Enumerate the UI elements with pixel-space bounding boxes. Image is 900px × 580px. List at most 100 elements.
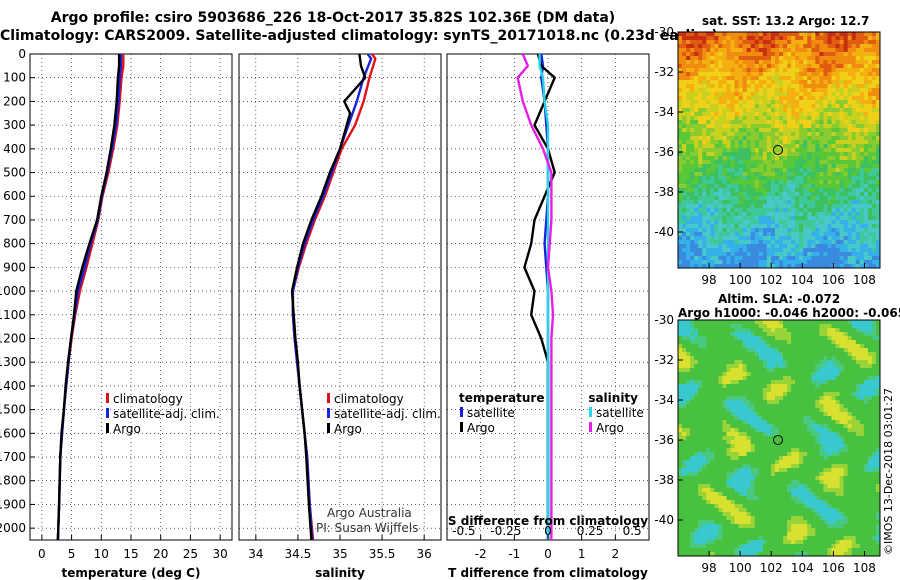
y-tick-label: 900 (3, 260, 26, 274)
legend-argo: Argo (113, 422, 141, 436)
salinity-panel: 34 34.5 35 35.5 36 salinity climatology sate… (238, 53, 442, 580)
map-x-tick-label: 108 (853, 273, 876, 287)
y-tick-label: 700 (3, 213, 26, 227)
top-tick-label: -0.25 (490, 524, 521, 538)
map-y-tick-label: -30 (654, 25, 674, 39)
top-tick-label: 0 (544, 524, 552, 538)
y-tick-label: 300 (3, 118, 26, 132)
legend-s-argo: Argo (596, 421, 624, 435)
sst-map: 98 100 102 104 106 108 -30 -32 -34 -36 -38 -40 (654, 25, 881, 287)
series-line-argo (290, 53, 367, 541)
y-tick-label: 1600 (0, 426, 26, 440)
salinity-xlabel: salinity (315, 566, 365, 580)
y-tick-label: 100 (3, 71, 26, 85)
x-tick-label: 35 (332, 547, 347, 561)
map-y-tick-label: -36 (654, 145, 674, 159)
y-tick-label: 1100 (0, 308, 26, 322)
x-tick-label: 10 (94, 547, 109, 561)
map-y-tick-label: -34 (654, 393, 674, 407)
x-tick-label: 36 (417, 547, 432, 561)
temperature-legend: climatology satellite-adj. clim. Argo (106, 392, 220, 436)
map-x-tick-label: 104 (791, 273, 814, 287)
top-tick-label: -0.5 (452, 524, 475, 538)
legend-s-satellite: satellite (596, 406, 644, 420)
difference-legend: temperature satellite Argo salinity sate… (459, 391, 644, 435)
map-x-tick-label: 104 (791, 561, 814, 575)
x-tick-label: 20 (153, 547, 168, 561)
profile-location-marker (773, 145, 783, 155)
map-x-tick-label: 98 (701, 273, 716, 287)
y-tick-label: 600 (3, 189, 26, 203)
annotation-pi: PI: Susan Wijffels (316, 521, 418, 535)
series-line-s-argo (516, 53, 555, 540)
x-tick-label: 25 (183, 547, 198, 561)
y-tick-label: 500 (3, 166, 26, 180)
map-x-tick-label: 102 (760, 273, 783, 287)
map-x-tick-label: 106 (822, 273, 845, 287)
y-tick-label: 1900 (0, 497, 26, 511)
legend-title-temperature: temperature (459, 391, 544, 405)
series-line-argo (56, 54, 121, 541)
difference-xlabel: T difference from climatology (448, 566, 648, 580)
difference-top-label: S difference from climatology (448, 514, 648, 528)
legend-satellite: satellite-adj. clim. (334, 407, 441, 421)
legend-satellite: satellite-adj. clim. (113, 407, 220, 421)
sst-map-title: sat. SST: 13.2 Argo: 12.7 (702, 14, 870, 28)
x-tick-label: -2 (475, 547, 487, 561)
sla-map: 98 100 102 104 106 108 -30 -32 -34 -36 -38 -40 (654, 313, 881, 575)
imos-credit: ©IMOS 13-Dec-2018 03:01:27 (882, 388, 895, 555)
map-x-tick-label: 106 (822, 561, 845, 575)
profile-location-marker (773, 435, 783, 445)
salinity-legend: climatology satellite-adj. clim. Argo (327, 392, 441, 436)
map-y-tick-label: -38 (654, 185, 674, 199)
y-tick-label: 2000 (0, 521, 26, 535)
x-tick-label: 15 (123, 547, 138, 561)
y-tick-label: 200 (3, 94, 26, 108)
x-tick-label: 1 (578, 547, 586, 561)
x-tick-label: 30 (212, 547, 227, 561)
map-y-tick-label: -36 (654, 433, 674, 447)
legend-t-argo: Argo (467, 421, 495, 435)
y-tick-label: 1200 (0, 331, 26, 345)
map-x-tick-label: 98 (701, 561, 716, 575)
temperature-xlabel: temperature (deg C) (62, 566, 201, 580)
y-tick-label: 400 (3, 142, 26, 156)
map-x-tick-label: 100 (729, 273, 752, 287)
map-y-tick-label: -38 (654, 473, 674, 487)
temperature-panel: 0 5 10 15 20 25 300100200300400500600700800900… (0, 47, 233, 580)
map-y-tick-label: -30 (654, 313, 674, 327)
map-y-tick-label: -34 (654, 105, 674, 119)
x-tick-label: 0 (38, 547, 46, 561)
y-tick-label: 800 (3, 237, 26, 251)
legend-climatology: climatology (334, 392, 404, 406)
map-x-tick-label: 108 (853, 561, 876, 575)
y-tick-label: 1800 (0, 474, 26, 488)
x-tick-label: 34 (248, 547, 263, 561)
legend-climatology: climatology (113, 392, 183, 406)
x-tick-label: -1 (508, 547, 520, 561)
map-y-tick-label: -40 (654, 225, 674, 239)
map-x-tick-label: 102 (760, 561, 783, 575)
y-tick-label: 1000 (0, 284, 26, 298)
y-tick-label: 1300 (0, 355, 26, 369)
y-tick-label: 0 (18, 47, 26, 61)
sla-map-title-2: Argo h1000: -0.046 h2000: -0.065 (678, 306, 900, 320)
x-tick-label: 34.5 (285, 547, 312, 561)
y-tick-label: 1700 (0, 450, 26, 464)
map-y-tick-label: -40 (654, 513, 674, 527)
map-y-tick-label: -32 (654, 65, 674, 79)
x-tick-label: 0 (544, 547, 552, 561)
title-line-2: Climatology: CARS2009. Satellite-adjuste… (0, 28, 718, 44)
sla-map-title-1: Altim. SLA: -0.072 (718, 292, 841, 306)
difference-panel: -2 -1 0 1 2 -0.5 -0.25 0 0.25 0.5 T difference fr… (446, 53, 650, 580)
legend-title-salinity: salinity (588, 391, 638, 405)
map-y-tick-label: -32 (654, 353, 674, 367)
y-tick-label: 1500 (0, 403, 26, 417)
annotation-argo-australia: Argo Australia (327, 506, 412, 520)
x-tick-label: 35.5 (369, 547, 396, 561)
top-tick-label: 0.25 (577, 524, 604, 538)
map-x-tick-label: 100 (729, 561, 752, 575)
x-tick-label: 5 (68, 547, 76, 561)
title-line-1: Argo profile: csiro 5903686_226 18-Oct-2… (50, 10, 616, 26)
